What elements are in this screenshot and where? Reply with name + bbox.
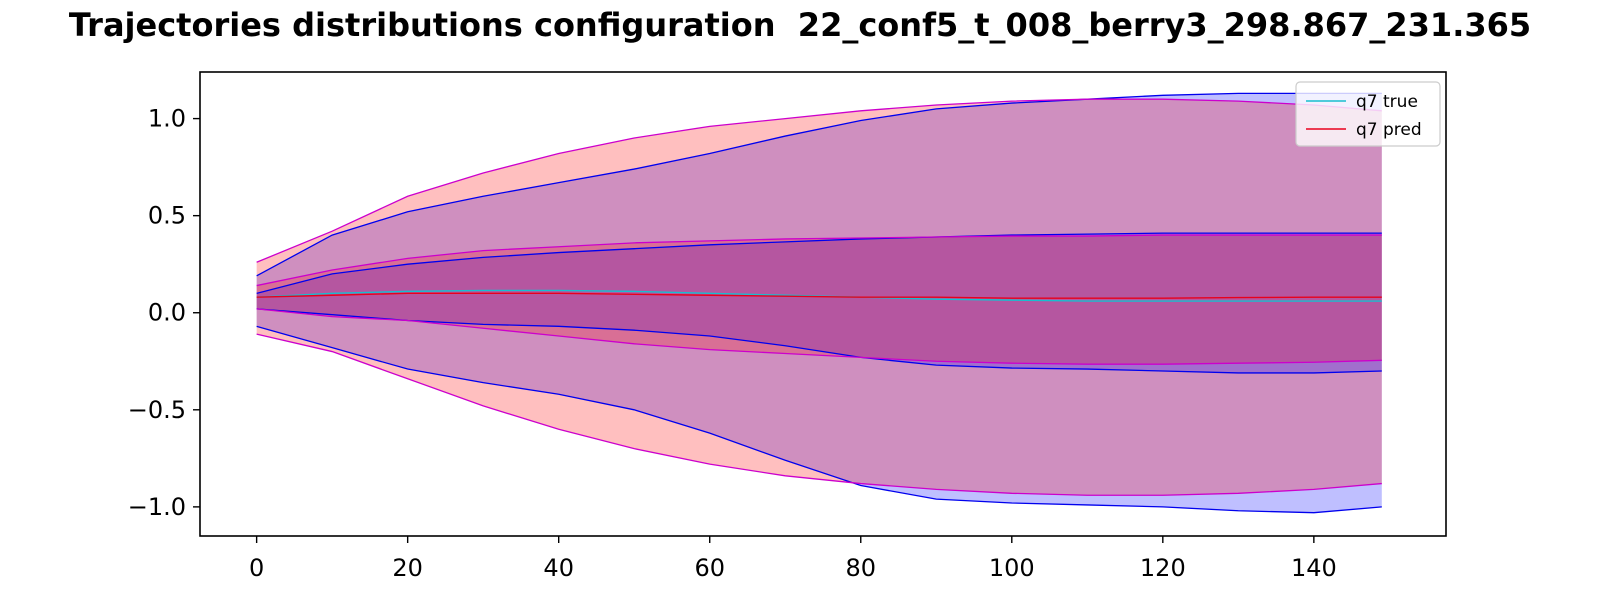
x-tick-label: 0: [249, 554, 264, 582]
legend-label: q7 true: [1356, 92, 1418, 112]
plot-frame: [199, 71, 1447, 537]
y-tick-label: −1.0: [128, 493, 186, 521]
legend-box: [1295, 81, 1441, 147]
x-tick-label: 100: [989, 554, 1035, 582]
x-tick-label: 120: [1140, 554, 1186, 582]
x-tick-label: 40: [543, 554, 574, 582]
pred-outer-upper-edge: [256, 98, 1382, 263]
bands-layer: [256, 93, 1382, 513]
x-tick-label: 80: [845, 554, 876, 582]
true-outer-lower-edge: [256, 325, 1382, 514]
x-axis: 0 20 40 60 80 100 120 140: [249, 536, 1337, 582]
pred-inner-band: [256, 235, 1382, 365]
legend-label: q7 pred: [1356, 120, 1422, 140]
true-inner-band: [256, 233, 1382, 373]
y-tick-label: 1.0: [148, 105, 186, 133]
true-outer-upper-edge: [256, 92, 1382, 277]
series-line-q7-pred: [256, 292, 1382, 299]
y-tick-label: 0.0: [148, 299, 186, 327]
lines-layer: [256, 92, 1382, 514]
chart-title: Trajectories distributions configuration…: [68, 6, 1532, 44]
x-tick-label: 140: [1291, 554, 1337, 582]
y-tick-label: 0.5: [148, 202, 186, 230]
true-inner-upper-edge: [256, 232, 1382, 294]
legend: q7 true q7 pred: [1295, 81, 1441, 147]
y-tick-label: −0.5: [128, 396, 186, 424]
true-inner-lower-edge: [256, 308, 1382, 374]
pred-outer-lower-edge: [256, 333, 1382, 496]
x-tick-label: 20: [392, 554, 423, 582]
pred-inner-upper-edge: [256, 234, 1382, 287]
true-outer-band: [256, 93, 1382, 513]
x-tick-label: 60: [694, 554, 725, 582]
y-axis: −1.0 −0.5 0.0 0.5 1.0: [128, 105, 200, 521]
pred-inner-lower-edge: [256, 308, 1382, 365]
